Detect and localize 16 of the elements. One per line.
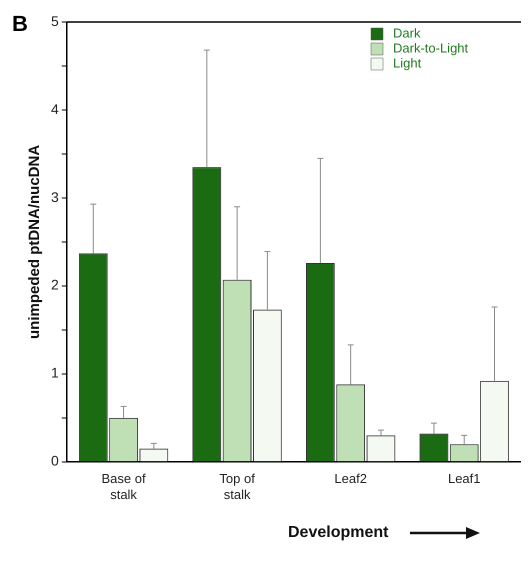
y-tick-label: 4 bbox=[50, 100, 59, 117]
x-tick-label: Leaf1 bbox=[448, 471, 480, 486]
legend-label: Dark bbox=[393, 26, 421, 41]
text: B bbox=[12, 11, 28, 36]
y-tick-label: 5 bbox=[50, 12, 59, 29]
x-axis-title: Development bbox=[288, 524, 388, 542]
y-tick-label: 3 bbox=[50, 188, 59, 205]
legend-label: Light bbox=[393, 56, 422, 71]
y-tick-label: 0 bbox=[50, 452, 59, 469]
y-tick-label: 1 bbox=[50, 364, 59, 381]
y-tick-label: 2 bbox=[50, 276, 59, 293]
x-tick-label: Top of stalk bbox=[219, 471, 256, 502]
y-axis-title: unimpeded ptDNA/nucDNA bbox=[26, 144, 44, 339]
x-tick-label: Base of stalk bbox=[102, 471, 146, 502]
legend-label: Dark-to-Light bbox=[393, 40, 469, 56]
x-tick-label: Leaf2 bbox=[334, 471, 367, 486]
